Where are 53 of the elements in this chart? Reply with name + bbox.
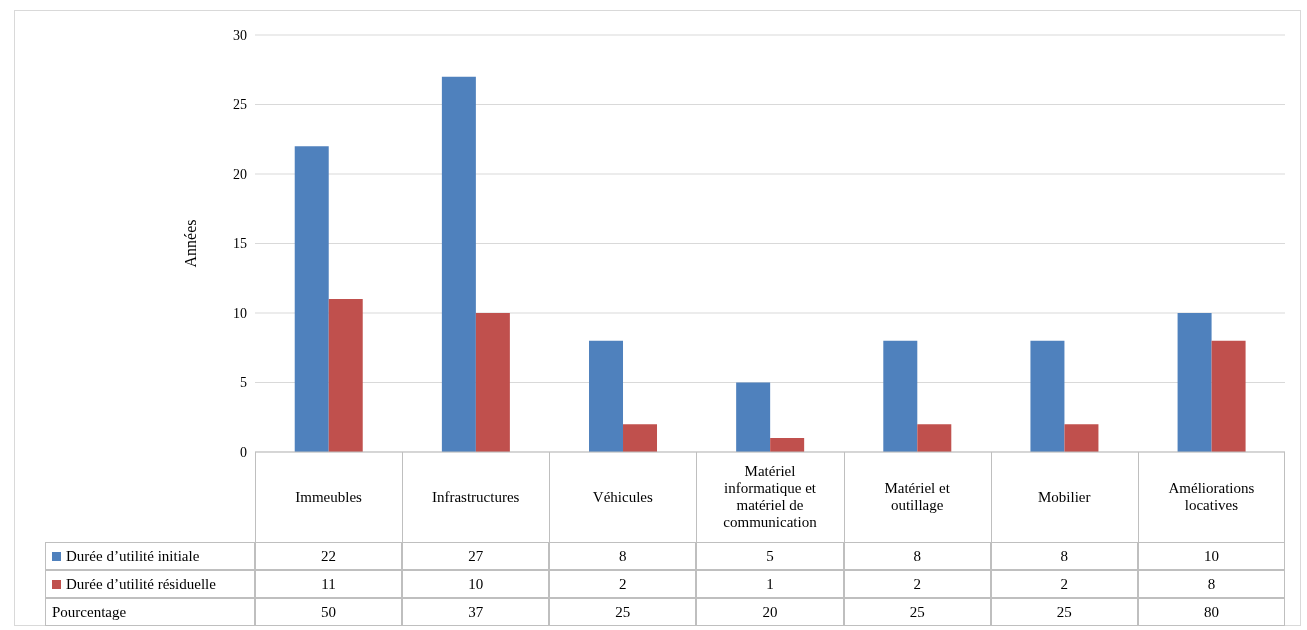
y-tick-label: 5 [240, 375, 247, 391]
bar [1064, 424, 1099, 452]
text: 50 [255, 598, 403, 626]
bar [294, 146, 329, 452]
data-label: 27 [402, 542, 550, 570]
bar [883, 340, 918, 452]
text: 37 [402, 598, 550, 626]
bar [623, 424, 658, 452]
data-label: 8 [843, 542, 991, 570]
text: 25 [843, 598, 991, 626]
y-tick-label: 0 [240, 444, 247, 460]
bar [736, 382, 771, 452]
data-label: 5 [696, 542, 844, 570]
data-label: 22 [255, 542, 403, 570]
y-tick-label: 30 [233, 27, 247, 43]
bar [328, 299, 363, 452]
bar [770, 438, 805, 452]
bar [475, 313, 510, 452]
x-tick-label: Mobilier [990, 452, 1138, 542]
x-tick-label: Véhicules [549, 452, 697, 542]
x-tick-label: Améliorations locatives [1137, 452, 1285, 542]
data-label: 8 [1137, 570, 1285, 598]
data-label: 8 [549, 542, 697, 570]
data-label: 2 [549, 570, 697, 598]
text: 20 [696, 598, 844, 626]
x-tick-label: Immeubles [255, 452, 403, 542]
legend-label: Durée d’utilité résiduelle [66, 575, 216, 593]
data-label: 8 [990, 542, 1138, 570]
x-tick-label: Infrastructures [402, 452, 550, 542]
data-label: 10 [1137, 542, 1285, 570]
bar [1211, 340, 1246, 452]
text: 80 [1137, 598, 1285, 626]
y-axis-title: Années [181, 219, 199, 268]
bar [589, 340, 624, 452]
bar [1177, 313, 1212, 452]
bar [1030, 340, 1065, 452]
x-tick-label: Matériel informatique et matériel de communication [696, 452, 844, 542]
y-tick-label: 15 [233, 236, 247, 252]
legend-label: Durée d’utilité initiale [66, 547, 200, 565]
bar [917, 424, 952, 452]
text: 25 [990, 598, 1138, 626]
x-tick-label: Matériel et outillage [843, 452, 991, 542]
bar [441, 76, 476, 452]
y-tick-label: 20 [233, 166, 247, 182]
y-tick-label: 25 [233, 97, 247, 113]
y-tick-label: 10 [233, 305, 247, 321]
data-label: 10 [402, 570, 550, 598]
data-label: 2 [990, 570, 1138, 598]
text: Pourcentage [52, 603, 127, 621]
data-label: 1 [696, 570, 844, 598]
text: 25 [549, 598, 697, 626]
data-label: 2 [843, 570, 991, 598]
data-label: 11 [255, 570, 403, 598]
